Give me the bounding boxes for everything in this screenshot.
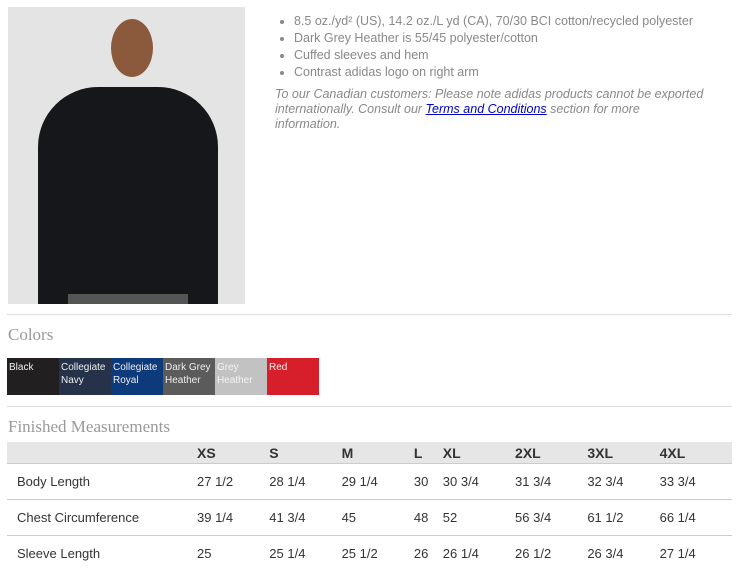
color-swatch[interactable]: Red xyxy=(267,358,319,395)
measurement-cell: 31 3/4 xyxy=(515,463,588,500)
measurement-cell: 52 xyxy=(442,499,516,536)
feature-item: Cuffed sleeves and hem xyxy=(294,49,705,62)
measurement-cell: 29 1/4 xyxy=(341,463,414,500)
size-header: XS xyxy=(197,442,270,464)
feature-item: Dark Grey Heather is 55/45 polyester/cot… xyxy=(294,32,705,45)
size-header: S xyxy=(269,442,342,464)
measurements-heading: Finished Measurements xyxy=(8,417,170,436)
measurement-label: Body Length xyxy=(7,463,197,500)
measurement-cell: 30 3/4 xyxy=(442,463,516,500)
divider xyxy=(7,406,732,407)
measurement-label: Sleeve Length xyxy=(7,535,197,571)
measurement-label: Chest Circumference xyxy=(7,499,197,536)
color-swatch[interactable]: Collegiate Royal xyxy=(111,358,163,395)
size-header: 4XL xyxy=(659,442,732,464)
measurement-cell: 66 1/4 xyxy=(659,499,732,536)
measurement-cell: 25 xyxy=(197,535,270,571)
measurement-cell: 48 xyxy=(413,499,443,536)
feature-item: 8.5 oz./yd² (US), 14.2 oz./L yd (CA), 70… xyxy=(294,15,705,28)
measurement-cell: 30 xyxy=(413,463,443,500)
measurement-cell: 45 xyxy=(341,499,414,536)
table-row: Body Length 27 1/2 28 1/4 29 1/4 30 30 3/4 31 … xyxy=(7,463,732,500)
size-header: 3XL xyxy=(587,442,660,464)
size-header: L xyxy=(413,442,443,464)
measurement-cell: 33 3/4 xyxy=(659,463,732,500)
measurement-cell: 26 1/4 xyxy=(442,535,516,571)
color-swatch[interactable]: Dark Grey Heather xyxy=(163,358,215,395)
feature-item: Contrast adidas logo on right arm xyxy=(294,66,705,79)
table-row: Sleeve Length 25 25 1/4 25 1/2 26 26 1/4 26 1/… xyxy=(7,535,732,571)
measurement-cell: 61 1/2 xyxy=(587,499,660,536)
color-swatches: Black Collegiate Navy Collegiate Royal Dark… xyxy=(7,358,319,395)
measurements-table: XS S M L XL 2XL 3XL 4XL Body Length 27 1/2 28 1/4 2… xyxy=(7,442,732,571)
divider xyxy=(7,314,732,315)
measurement-cell: 32 3/4 xyxy=(587,463,660,500)
canadian-note: To our Canadian customers: Please note a… xyxy=(275,87,704,131)
measurement-cell: 26 xyxy=(413,535,443,571)
product-image xyxy=(8,7,245,304)
measurement-cell: 25 1/4 xyxy=(269,535,342,571)
size-header: M xyxy=(341,442,414,464)
color-swatch[interactable]: Collegiate Navy xyxy=(59,358,111,395)
measurement-cell: 27 1/2 xyxy=(197,463,270,500)
size-header: 2XL xyxy=(515,442,588,464)
measurement-cell: 39 1/4 xyxy=(197,499,270,536)
product-details: 8.5 oz./yd² (US), 14.2 oz./L yd (CA), 70… xyxy=(275,15,705,132)
measurement-cell: 27 1/4 xyxy=(659,535,732,571)
measurement-cell: 56 3/4 xyxy=(515,499,588,536)
size-header xyxy=(7,442,197,464)
terms-link[interactable]: Terms and Conditions xyxy=(425,102,547,116)
color-swatch[interactable]: Grey Heather xyxy=(215,358,267,395)
size-header: XL xyxy=(442,442,516,464)
measurement-cell: 41 3/4 xyxy=(269,499,342,536)
colors-heading: Colors xyxy=(8,325,54,344)
measurement-cell: 28 1/4 xyxy=(269,463,342,500)
measurement-cell: 25 1/2 xyxy=(341,535,414,571)
color-swatch[interactable]: Black xyxy=(7,358,59,395)
measurement-cell: 26 3/4 xyxy=(587,535,660,571)
measurement-cell: 26 1/2 xyxy=(515,535,588,571)
table-row: Chest Circumference 39 1/4 41 3/4 45 48 52 56 … xyxy=(7,499,732,536)
